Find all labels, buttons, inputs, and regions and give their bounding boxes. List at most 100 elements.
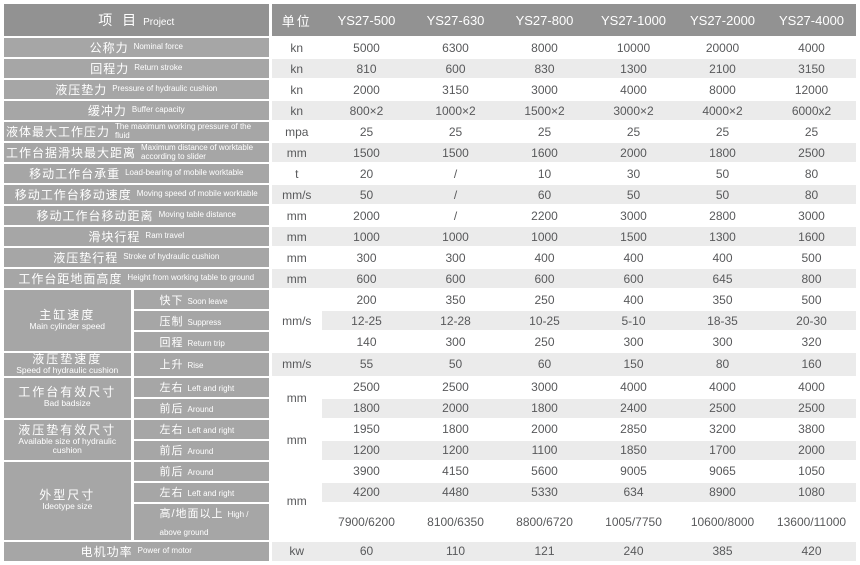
spec-value-cell: 8800/6720 [500, 502, 590, 542]
spec-value-cell: 800 [767, 268, 857, 290]
spec-value-cell: 5600 [500, 460, 590, 483]
row-group-label-en: Main cylinder speed [29, 321, 106, 332]
row-label-zh: 回程力 [90, 62, 130, 76]
row-label: 移动工作台移动速度 Moving speed of mobile worktabl… [4, 184, 272, 206]
spec-value-cell: 645 [678, 268, 768, 290]
spec-value-cell: 6000x2 [767, 100, 857, 122]
spec-value-cell: 121 [500, 540, 590, 563]
spec-value-cell: 1000 [322, 226, 412, 248]
row-label-en: The maximum working pressure of the flui… [115, 121, 252, 140]
spec-value-cell: 2850 [589, 418, 679, 441]
table-row: 缓冲力 Buffer capacity kn 800×2 1000×2 1500×2 300… [4, 100, 857, 122]
spec-value-cell: 50 [411, 352, 501, 378]
row-label: 工作台距地面高度 Height from working table to gro… [4, 268, 272, 290]
spec-value-cell: 2000 [500, 418, 590, 441]
spec-value-cell: 2800 [678, 205, 768, 227]
table-row: 移动工作台移动距离 Moving table distance mm 2000/220… [4, 205, 857, 227]
spec-value-cell: 9065 [678, 460, 768, 483]
row-label: 液压垫行程 Stroke of hydraulic cushion [4, 247, 272, 269]
unit-cell: mpa [270, 121, 323, 143]
spec-value-cell: 4000 [767, 37, 857, 59]
row-group-label: 主缸速度 Main cylinder speed [4, 289, 134, 353]
row-label-zh: 液体最大工作压力 [6, 125, 111, 139]
spec-value-cell: 3000 [767, 205, 857, 227]
row-label-zh: 移动工作台承重 [29, 167, 121, 181]
row-sublabel-zh: 高/地面以上 [159, 507, 224, 520]
unit-cell: kn [270, 79, 323, 101]
spec-value-cell: 20000 [678, 37, 768, 59]
spec-value-cell: 13600/11000 [767, 502, 857, 542]
unit-cell: kn [270, 37, 323, 59]
row-label-en: Moving table distance [158, 210, 236, 220]
spec-value-cell: 25 [322, 121, 412, 143]
unit-cell: kn [270, 100, 323, 122]
row-group-label-en: Bad badsize [43, 398, 91, 409]
column-header-model: YS27-1000 [589, 4, 679, 38]
spec-value-cell: 1300 [678, 226, 768, 248]
row-label-en: Height from working table to ground [127, 273, 255, 283]
spec-value-cell: 420 [767, 540, 857, 563]
unit-cell: mm [270, 142, 323, 164]
spec-value-cell: 1500 [322, 142, 412, 164]
row-group-label: 工作台有效尺寸 Bad badsize [4, 376, 134, 420]
spec-value-cell: / [411, 205, 501, 227]
row-label-zh: 液压垫力 [55, 83, 108, 97]
spec-value-cell: 810 [322, 58, 412, 80]
column-header-project: 项 目 Project [4, 4, 272, 38]
row-sublabel-en: Left and right [187, 489, 235, 499]
row-label-zh: 公称力 [89, 41, 129, 55]
row-group-label-en: Speed of hydraulic cushion [16, 365, 119, 376]
row-label-inner: 电机功率 Power of motor [4, 543, 267, 560]
row-label: 移动工作台移动距离 Moving table distance [4, 205, 272, 227]
spec-value-cell: 4000×2 [678, 100, 768, 122]
row-label-en: Ram travel [145, 231, 185, 241]
column-header-model: YS27-800 [500, 4, 590, 38]
spec-value-cell: 25 [589, 121, 679, 143]
project-label-zh: 项 目 [98, 12, 140, 28]
spec-value-cell: 1005/7750 [589, 502, 679, 542]
spec-value-cell: 1200 [411, 439, 501, 462]
row-label-inner: 回程力 Return stroke [4, 60, 267, 77]
row-label-zh: 工作台据滑块最大距离 [6, 146, 137, 160]
spec-value-cell: 250 [500, 331, 590, 353]
spec-value-cell: 2500 [678, 397, 768, 420]
row-label: 缓冲力 Buffer capacity [4, 100, 272, 122]
table-row: 前后 Around 1200 1200 1100 1850 1700 2000 [4, 439, 857, 462]
row-label-zh: 工作台距地面高度 [18, 272, 123, 286]
table-row: 公称力 Nominal force kn 5000 6300 8000 10000 20000… [4, 37, 857, 59]
row-label-en: Load-bearing of mobile worktable [125, 168, 244, 178]
row-sublabel-zh: 快下 [159, 294, 184, 307]
spec-value-cell: 2000 [322, 79, 412, 101]
spec-value-cell: 1800 [411, 418, 501, 441]
spec-value-cell: 1500 [411, 142, 501, 164]
table-row: 回程 Return trip 140 300 250 300 300 320 [4, 331, 857, 353]
row-label-en: Return stroke [134, 63, 183, 73]
row-label-en: Maximum distance of worktable according … [141, 142, 254, 161]
spec-value-cell: 20-30 [767, 310, 857, 332]
row-label-inner: 移动工作台移动速度 Moving speed of mobile worktabl… [4, 186, 267, 203]
row-group-label-en: Ideotype size [42, 501, 93, 512]
spec-value-cell: 4000 [678, 376, 768, 399]
spec-value-cell: 3000 [589, 205, 679, 227]
row-sublabel-en: Around [187, 468, 214, 478]
table-row: 工作台距地面高度 Height from working table to gro… [4, 268, 857, 290]
row-sublabel: 快下 Soon leave [132, 289, 272, 311]
spec-value-cell: 1700 [678, 439, 768, 462]
row-label-inner: 移动工作台承重 Load-bearing of mobile worktable [4, 165, 267, 182]
spec-value-cell: 250 [500, 289, 590, 311]
spec-value-cell: 1600 [500, 142, 590, 164]
row-label-inner: 液体最大工作压力 The maximum working pressure of … [4, 121, 267, 140]
spec-value-cell: 3150 [411, 79, 501, 101]
table-row: 滑块行程 Ram travel mm 1000 1000 1000 1500 1300 1600 [4, 226, 857, 248]
column-header-model: YS27-630 [411, 4, 501, 38]
spec-value-cell: 5-10 [589, 310, 679, 332]
spec-value-cell: 1100 [500, 439, 590, 462]
spec-value-cell: 60 [322, 540, 412, 563]
row-label-inner: 移动工作台移动距离 Moving table distance [4, 207, 267, 224]
spec-value-cell: 320 [767, 331, 857, 353]
row-label: 移动工作台承重 Load-bearing of mobile worktable [4, 163, 272, 185]
row-sublabel-en: Return trip [187, 338, 225, 348]
spec-value-cell: 80 [767, 163, 857, 185]
spec-value-cell: 385 [678, 540, 768, 563]
spec-value-cell: 25 [500, 121, 590, 143]
